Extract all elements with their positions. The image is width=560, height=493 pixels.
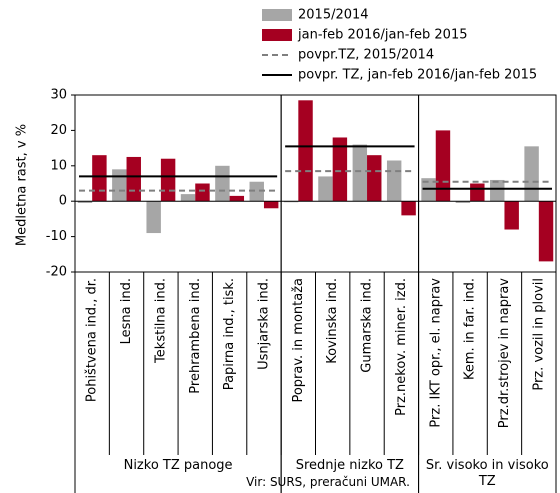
bar [215,165,230,202]
x-tick-label: Prz. vozil in plovil [531,278,546,391]
group-label: Sr. visoko in visoko TZ [425,458,549,489]
x-tick-label: Papirna ind., tisk. [222,278,237,390]
bar [538,201,554,262]
x-tick-label: Tekstilna ind. [153,278,168,364]
bar [195,183,210,202]
x-tick-label: Lesna ind. [119,278,134,344]
x-tick-label: Prehrambena ind. [188,278,203,394]
bar [401,201,416,216]
bar [470,183,485,202]
bar [367,155,382,202]
bar [298,100,313,202]
bar [126,156,141,202]
x-tick-label: Prz.nekov. miner. izd. [394,278,409,416]
bar [77,201,93,203]
bar [92,155,107,202]
y-axis-label: Medletna rast, v % [15,124,30,246]
bar [263,201,279,209]
x-tick-label: Prz. IKT opr., el. naprav [428,278,443,428]
bar [229,195,245,202]
bar [352,144,368,202]
bar [332,137,348,202]
bar [249,181,264,202]
legend-swatch [262,29,292,41]
bar [160,158,176,202]
x-tick-label: Prz.dr.strojev in naprav [497,278,512,429]
bar [318,176,333,202]
bar [112,169,127,202]
y-tick-label: -20 [46,265,67,280]
bar [455,201,471,203]
legend-label: jan-feb 2016/jan-feb 2015 [297,28,467,43]
bar [504,201,519,230]
x-tick-label: Usnjarska ind. [256,278,271,370]
legend-swatch [262,9,292,21]
bar [386,160,402,202]
bar [283,201,299,203]
legend-label: povpr. TZ, jan-feb 2016/jan-feb 2015 [298,68,537,83]
source: Vir: SURS, preračuni UMAR. [246,475,410,489]
x-tick-label: Kem. in far. ind. [463,278,478,380]
y-tick-label: 30 [50,88,67,103]
x-tick-label: Pohištvena ind., dr. [85,278,100,402]
bar [524,146,539,202]
y-tick-label: 0 [59,194,67,209]
group-label: Nizko TZ panoge [123,458,233,473]
group-label: Srednje nizko TZ [295,458,404,473]
legend-label: 2015/2014 [298,8,369,23]
bar [435,130,451,202]
y-tick-label: 20 [50,123,67,138]
bar [146,201,161,234]
bar [180,194,196,202]
x-tick-label: Poprav. in montaža [291,278,306,403]
y-tick-label: -10 [46,229,67,244]
legend-label: povpr.TZ, 2015/2014 [298,48,434,63]
x-tick-label: Kovinska ind. [325,278,340,364]
x-tick-label: Gumarska ind. [360,278,375,373]
y-tick-label: 10 [50,158,67,173]
bar [490,179,505,202]
